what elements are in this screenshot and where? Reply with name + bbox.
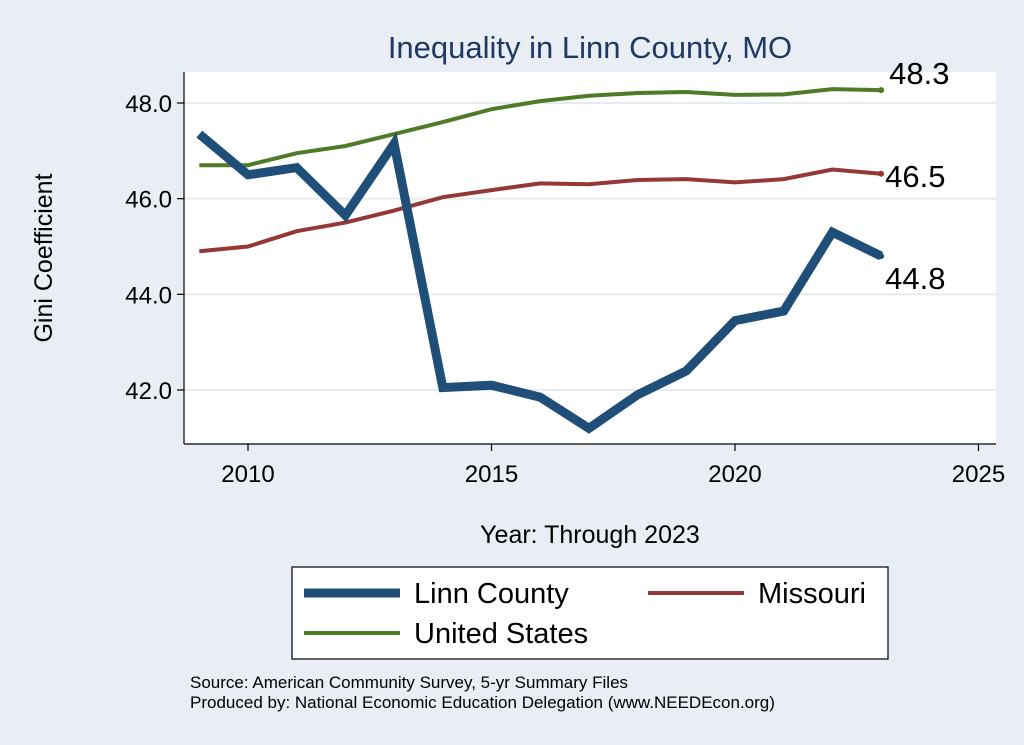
y-ticks: 42.0 44.0 46.0 48.0 (125, 91, 184, 405)
x-axis-label: Year: Through 2023 (480, 521, 700, 549)
legend-label-united-states: United States (414, 618, 588, 650)
end-point-linn-county (878, 253, 885, 260)
series (196, 87, 884, 434)
legend-label-linn-county: Linn County (414, 578, 569, 610)
chart-title: Inequality in Linn County, MO (388, 30, 792, 65)
end-point-united-states (878, 87, 885, 94)
end-point-missouri (878, 170, 885, 177)
x-tick-label: 2015 (465, 461, 518, 488)
y-axis-label: Gini Coefficient (30, 173, 58, 342)
producer-note: Produced by: National Economic Education… (190, 693, 775, 712)
x-tick-label: 2010 (221, 461, 274, 488)
plot-area (184, 72, 996, 444)
series-line-linn-county (196, 130, 884, 434)
legend-label-missouri: Missouri (758, 578, 866, 610)
end-label-missouri: 46.5 (885, 159, 945, 194)
end-labels: 44.8 46.5 48.3 (878, 56, 949, 296)
y-tick-label: 48.0 (125, 91, 172, 118)
end-label-linn-county: 44.8 (885, 261, 945, 296)
y-tick-label: 42.0 (125, 378, 172, 405)
legend: Linn County Missouri United States (291, 566, 889, 660)
grid-lines (184, 102, 996, 391)
series-line-missouri (199, 167, 882, 254)
y-tick-label: 46.0 (125, 187, 172, 214)
x-tick-label: 2020 (708, 461, 761, 488)
axes (183, 72, 996, 445)
legend-box (291, 566, 889, 660)
x-ticks: 2010 2015 2020 2025 (221, 444, 1005, 488)
source-note: Source: American Community Survey, 5-yr … (190, 673, 628, 692)
y-tick-label: 44.0 (125, 282, 172, 309)
end-label-united-states: 48.3 (889, 56, 949, 91)
series-line-united-states (199, 87, 882, 168)
x-tick-label: 2025 (952, 461, 1005, 488)
